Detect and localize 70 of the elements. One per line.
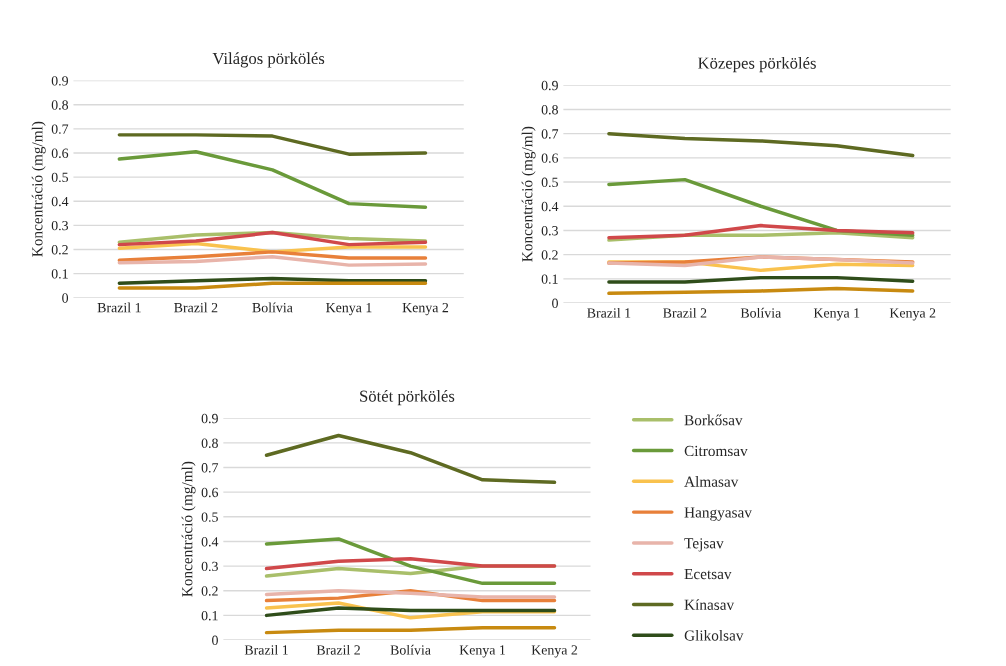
y-tick-label: 0.6	[51, 148, 69, 158]
y-tick-label: 0.6	[201, 487, 219, 498]
y-tick-label: 0.1	[51, 269, 68, 279]
line-series	[117, 150, 428, 209]
line-series	[117, 133, 428, 156]
y-tick-label: 0.7	[541, 129, 559, 139]
legend-label: Tejsav	[684, 538, 724, 552]
line-series	[117, 250, 428, 263]
legend-label: Hangyasav	[684, 507, 752, 521]
legend-label: Ecetsav	[684, 569, 732, 580]
y-tick-label: 0	[62, 293, 69, 303]
y-tick-label: 0.9	[51, 76, 69, 86]
legend-label: Citromsav	[684, 445, 748, 457]
x-tick-label: Bolívia	[740, 307, 782, 318]
y-tick-label: 0.1	[541, 274, 558, 284]
y-tick-label: 0.8	[541, 105, 558, 115]
y-tick-label: 0	[212, 635, 218, 645]
line-series	[264, 556, 557, 571]
y-tick-label: 0.7	[51, 124, 69, 134]
x-tick-label: Brazil 1	[97, 302, 141, 313]
x-tick-label: Brazil 1	[244, 644, 288, 655]
legend-label: Almasav	[684, 476, 739, 487]
y-tick-label: 0.3	[541, 226, 558, 236]
x-tick-label: Brazil 2	[174, 302, 218, 313]
y-tick-label: 0.9	[201, 413, 218, 424]
legend-label: Kínasav	[684, 599, 735, 610]
x-tick-label: Brazil 2	[316, 644, 360, 655]
line-series	[117, 254, 428, 267]
y-tick-label: 0.6	[541, 153, 559, 163]
x-tick-label: Bolívia	[252, 302, 293, 313]
x-tick-label: Kenya 2	[889, 308, 936, 321]
legend-label: Glikolsav	[684, 629, 744, 641]
chart-title: Közepes pörkölés	[698, 56, 816, 73]
y-tick-label: 0.9	[541, 80, 558, 91]
x-tick-label: Brazil 1	[587, 307, 631, 318]
line-series	[607, 223, 915, 240]
line-series	[264, 537, 557, 586]
y-tick-label: 0.4	[51, 196, 69, 207]
y-tick-label: 0.2	[201, 586, 218, 596]
chart-title: Világos pörkölés	[212, 52, 325, 68]
chart-title: Sötét pörkölés	[360, 389, 455, 406]
y-tick-label: 0.5	[201, 512, 218, 522]
line-series	[264, 589, 557, 599]
line-series	[607, 131, 915, 158]
y-tick-label: 0.1	[201, 610, 218, 621]
x-tick-label: Kenya 1	[813, 308, 860, 321]
y-axis-title: Koncentráció (mg/ml)	[521, 126, 536, 262]
y-tick-label: 0.2	[51, 245, 68, 255]
y-tick-label: 0.3	[201, 561, 218, 572]
y-tick-label: 0.8	[201, 438, 218, 448]
y-tick-label: 0.5	[51, 172, 69, 183]
line-series	[264, 433, 557, 485]
x-tick-label: Brazil 2	[663, 307, 707, 318]
x-tick-label: Kenya 2	[402, 302, 449, 316]
y-tick-label: 0.5	[541, 177, 558, 188]
y-axis-title: Koncentráció (mg/ml)	[31, 121, 46, 257]
x-tick-label: Bolívia	[390, 644, 431, 655]
line-series	[117, 241, 428, 254]
y-tick-label: 0.4	[201, 537, 219, 547]
y-tick-label: 0.7	[201, 463, 219, 473]
y-tick-label: 0.8	[51, 100, 69, 110]
x-tick-label: Kenya 1	[459, 645, 506, 658]
y-tick-label: 0.2	[541, 250, 558, 260]
y-tick-label: 0	[552, 298, 558, 308]
y-axis-title: Koncentráció (mg/ml)	[181, 461, 196, 597]
legend-label: Borkősav	[684, 414, 743, 426]
x-tick-label: Kenya 2	[531, 645, 578, 658]
y-tick-label: 0.3	[51, 220, 69, 231]
y-tick-label: 0.4	[541, 201, 559, 212]
x-tick-label: Kenya 1	[326, 302, 372, 316]
